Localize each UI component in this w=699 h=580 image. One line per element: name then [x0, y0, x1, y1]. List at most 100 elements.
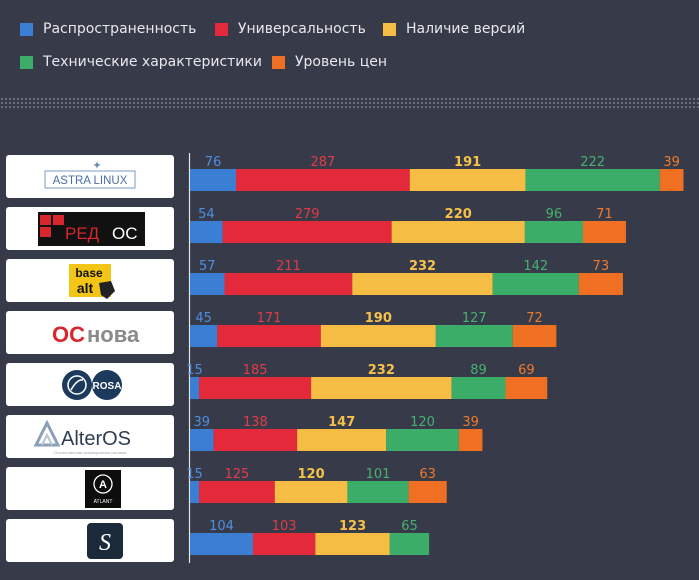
bar-segment — [297, 429, 387, 451]
bar-segment — [199, 377, 312, 399]
legend-swatch — [20, 55, 33, 69]
bar-value-label: 123 — [339, 519, 366, 534]
bar-value-label: 138 — [243, 415, 268, 430]
bar-segment — [199, 481, 275, 503]
bar-value-label: 76 — [205, 155, 222, 170]
bar-value-label: 279 — [295, 207, 320, 222]
svg-text:нова: нова — [87, 322, 140, 347]
svg-text:alt: alt — [77, 280, 94, 296]
bar-segment — [190, 377, 200, 399]
legend-label: Распространенность — [43, 21, 197, 37]
bar-segment — [386, 429, 459, 451]
logo-basealt: base alt — [6, 259, 174, 302]
bar-segment — [222, 221, 392, 243]
bar-segment — [524, 221, 583, 243]
basealt-logo: base alt — [69, 263, 115, 299]
bar-value-label: 232 — [368, 363, 395, 378]
bar-segment — [315, 533, 390, 555]
bar-segment — [578, 273, 623, 295]
bar-value-label: 39 — [663, 155, 680, 170]
rosa-logo: ROSA — [62, 369, 122, 400]
bar-segment — [435, 325, 513, 347]
legend-swatch — [272, 55, 285, 69]
bar-value-label: 73 — [593, 259, 610, 274]
bar-segment — [408, 481, 447, 503]
bar-value-label: 120 — [298, 467, 325, 482]
svg-text:ОС: ОС — [112, 224, 138, 243]
svg-text:РЕД: РЕД — [65, 224, 100, 243]
bar-value-label: 104 — [209, 519, 234, 534]
bar-segment — [190, 325, 218, 347]
bar-value-label: 89 — [470, 363, 487, 378]
bar-value-label: 191 — [454, 155, 481, 170]
logo-redos: РЕД ОС — [6, 207, 174, 250]
bar-value-label: 69 — [518, 363, 535, 378]
bar-value-label: 96 — [546, 207, 563, 222]
bar-value-label: 15 — [186, 363, 203, 378]
bar-value-label: 142 — [523, 259, 548, 274]
dotted-divider — [0, 97, 699, 109]
svg-text:base: base — [75, 266, 103, 280]
svg-text:AlterOS: AlterOS — [61, 428, 131, 450]
bar-segment — [190, 273, 225, 295]
legend-swatch — [383, 22, 396, 36]
bar-segment — [320, 325, 436, 347]
bar-value-label: 63 — [419, 467, 436, 482]
bar-segment — [525, 169, 660, 191]
bar-segment — [190, 169, 237, 191]
bar-value-label: 171 — [257, 311, 282, 326]
legend-item-versions: Наличие версий — [383, 21, 525, 37]
svg-text:Отечественная операционная сис: Отечественная операционная система — [54, 450, 127, 455]
bar-segment — [252, 533, 316, 555]
bar-value-label: 72 — [526, 311, 543, 326]
bar-segment — [659, 169, 684, 191]
bar-segment — [512, 325, 557, 347]
alteros-logo: AlterOS Отечественная операционная систе… — [33, 419, 131, 455]
bar-segment — [582, 221, 626, 243]
logo-astra-linux: ✦ ASTRA LINUX — [6, 155, 174, 198]
atlant-logo: A ATLANT — [85, 469, 121, 508]
bar-segment — [451, 377, 506, 399]
svg-text:ASTRA LINUX: ASTRA LINUX — [53, 175, 128, 187]
bar-segment — [190, 221, 223, 243]
bar-segment — [389, 533, 430, 555]
bar-value-label: 220 — [445, 207, 472, 222]
bar-segment — [236, 169, 410, 191]
legend-item-specs: Технические характеристики — [20, 54, 262, 70]
bar-segment — [505, 377, 548, 399]
astra-linux-logo: ✦ ASTRA LINUX — [44, 159, 136, 188]
bar-value-label: 39 — [194, 415, 211, 430]
legend-swatch — [20, 22, 33, 36]
bar-segment — [274, 481, 348, 503]
logo-s: S — [6, 519, 174, 562]
legend-item-price: Уровень цен — [272, 54, 387, 70]
bar-segment — [190, 481, 200, 503]
bar-value-label: 127 — [462, 311, 487, 326]
bar-value-label: 101 — [366, 467, 391, 482]
osnova-logo: ОС нова — [52, 322, 140, 347]
bar-value-label: 232 — [409, 259, 436, 274]
legend-swatch — [215, 22, 228, 36]
logo-osnova: ОС нова — [6, 311, 174, 354]
svg-text:S: S — [99, 530, 111, 556]
bar-value-label: 57 — [199, 259, 216, 274]
bar-value-label: 185 — [243, 363, 268, 378]
bar-segment — [458, 429, 483, 451]
redos-logo: РЕД ОС — [38, 211, 145, 246]
bar-segment — [409, 169, 526, 191]
svg-text:ОС: ОС — [52, 322, 85, 347]
bar-value-label: 54 — [198, 207, 215, 222]
s-logo: S — [87, 522, 123, 559]
bar-value-label: 287 — [310, 155, 335, 170]
bar-segment — [217, 325, 321, 347]
svg-text:ATLANT: ATLANT — [94, 499, 113, 505]
bar-segment — [492, 273, 579, 295]
bar-value-label: 211 — [276, 259, 301, 274]
bar-segment — [311, 377, 452, 399]
legend-item-universality: Универсальность — [215, 21, 366, 37]
bar-value-label: 15 — [186, 467, 203, 482]
legend-label: Технические характеристики — [43, 54, 262, 70]
bar-segment — [352, 273, 493, 295]
bar-value-label: 65 — [401, 519, 418, 534]
